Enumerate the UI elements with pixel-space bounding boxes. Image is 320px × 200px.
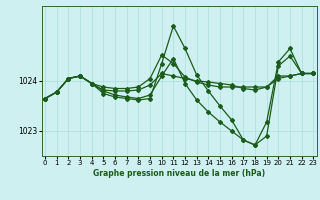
X-axis label: Graphe pression niveau de la mer (hPa): Graphe pression niveau de la mer (hPa): [93, 169, 265, 178]
